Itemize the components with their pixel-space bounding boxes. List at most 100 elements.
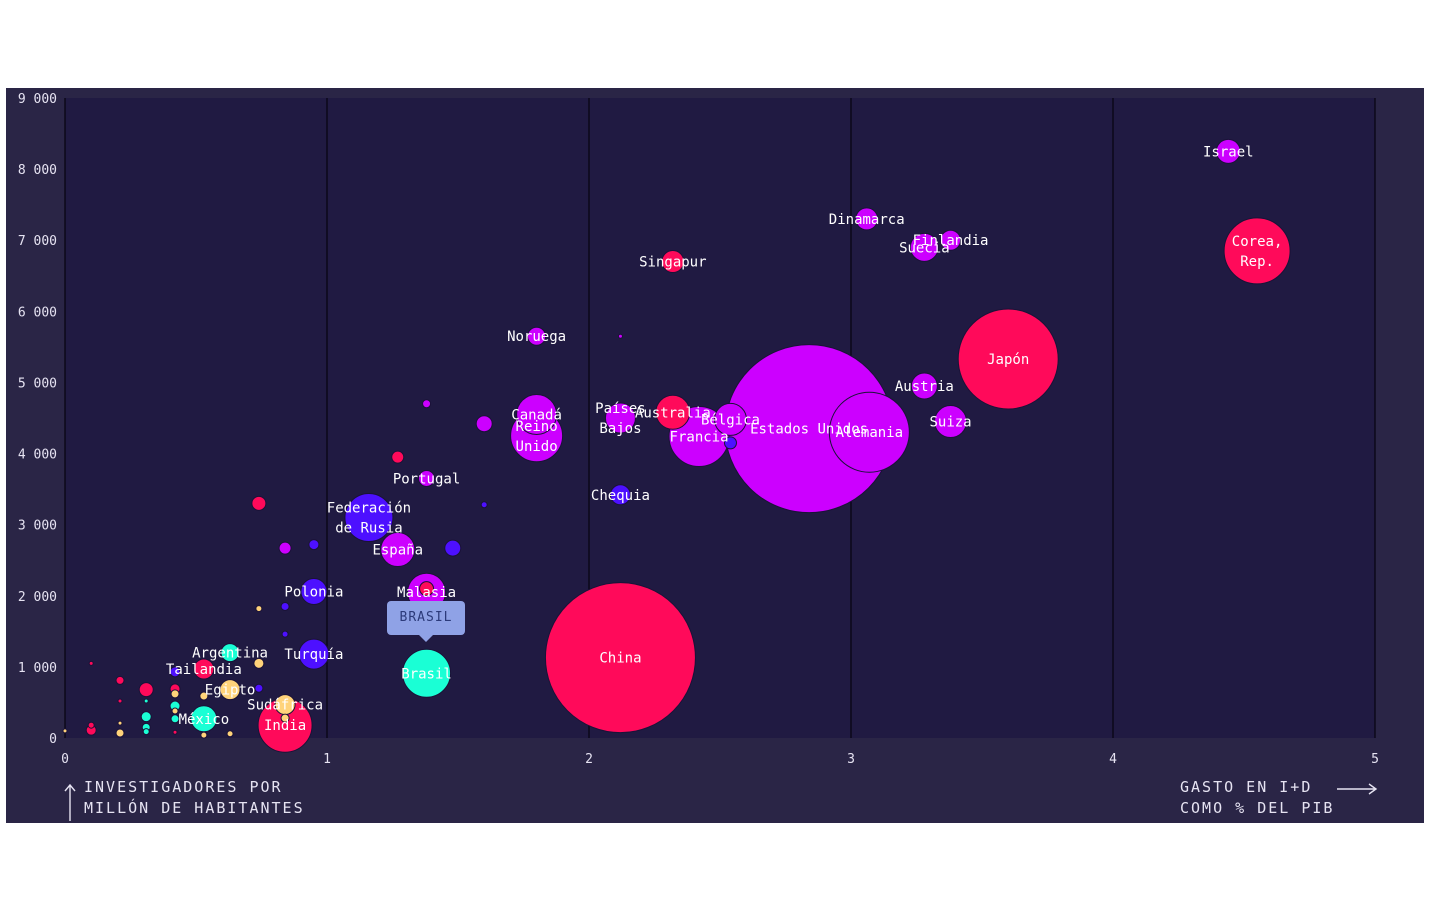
bubble-label: Malasia (397, 585, 456, 601)
bubble[interactable] (142, 728, 150, 736)
chart-panel: 0 1 2 3 4 5 0 1 000 2 000 3 000 4 000 5 000 6 000 7 0… (6, 88, 1424, 823)
bubble-label: Egipto (205, 683, 256, 699)
bubble-corea-rep-[interactable] (1223, 217, 1291, 285)
bubble-label: España (372, 543, 423, 559)
arrow-right-icon (1337, 783, 1378, 795)
bubble-label: Japón (987, 352, 1029, 368)
bubble[interactable] (253, 657, 265, 669)
bubble[interactable] (87, 721, 95, 729)
bubble-suiza[interactable] (934, 405, 968, 439)
bubble-australia[interactable] (655, 394, 691, 430)
bubble[interactable] (278, 541, 292, 555)
bubble-federación-de-rusia[interactable] (344, 493, 394, 543)
y-tick-label: 7 000 (18, 234, 57, 249)
bubble-label: Australia (635, 405, 711, 421)
bubble-brasil[interactable] (402, 648, 452, 698)
bubble-países-bajos[interactable] (604, 402, 636, 434)
bubble-label: Singapur (639, 255, 706, 271)
x-tick-label: 1 (323, 752, 331, 767)
bubble[interactable] (170, 714, 180, 724)
bubble-label: Corea, Rep. (1232, 234, 1283, 270)
bubble[interactable] (422, 399, 432, 409)
x-tick-label: 2 (585, 752, 593, 767)
bubble-alemania[interactable] (828, 391, 910, 473)
bubble[interactable] (171, 707, 179, 715)
bubble[interactable] (281, 630, 289, 638)
bubble-labels: Israel Corea, Rep. Dinamarca FinlandiaSuecia… (166, 144, 1282, 734)
brasil-tooltip: BRASIL (387, 601, 465, 642)
bubble-polonia[interactable] (300, 578, 328, 606)
bubble-label: Francia (670, 429, 729, 445)
bubble[interactable] (117, 720, 123, 726)
bubble[interactable] (254, 683, 264, 693)
bubble[interactable] (62, 728, 68, 734)
bubble[interactable] (280, 601, 290, 611)
x-axis-title: GASTO EN I+D COMO % DEL PIB (1180, 777, 1334, 819)
bubble-dinamarca[interactable] (855, 207, 879, 231)
bubble[interactable] (143, 698, 149, 704)
bubble-portugal[interactable] (418, 469, 436, 487)
bubble-label: Reino Unido (516, 419, 558, 455)
bubble-label: Canadá (511, 407, 562, 423)
bubble-japón[interactable] (957, 308, 1059, 410)
x-tick-label: 5 (1371, 752, 1379, 767)
bubble[interactable] (138, 682, 154, 698)
bubble[interactable] (88, 660, 94, 666)
bubble[interactable] (117, 698, 123, 704)
bubble[interactable] (475, 415, 493, 433)
bubble[interactable] (115, 728, 125, 738)
bubble[interactable] (480, 501, 488, 509)
bubble[interactable] (169, 666, 181, 678)
bubble[interactable] (255, 605, 263, 613)
bubble-argentina[interactable] (220, 643, 240, 663)
bubble[interactable] (199, 691, 209, 701)
y-axis-title: INVESTIGADORES POR MILLÓN DE HABITANTES (84, 777, 305, 819)
y-tick-label: 2 000 (18, 590, 57, 605)
bubble-label: Dinamarca (829, 212, 905, 228)
bubble-egipto[interactable] (219, 679, 241, 701)
bubble-label: Sudáfrica (247, 698, 323, 714)
bubble[interactable] (115, 675, 125, 685)
y-axis-title-line-2: MILLÓN DE HABITANTES (84, 799, 305, 817)
bubble-chart: 0 1 2 3 4 5 0 1 000 2 000 3 000 4 000 5 000 6 000 7 0… (18, 92, 1379, 767)
bubble-singapur[interactable] (661, 250, 685, 274)
bubble-españa[interactable] (380, 532, 416, 568)
bubble[interactable] (723, 436, 737, 450)
y-tick-label: 9 000 (18, 92, 57, 107)
bubble[interactable] (308, 539, 320, 551)
bubble-label: Finlandia (913, 233, 989, 249)
bubble[interactable] (226, 730, 234, 738)
bubble[interactable] (140, 711, 152, 723)
x-tick-label: 4 (1109, 752, 1117, 767)
bubble[interactable] (251, 495, 267, 511)
bubble[interactable] (419, 581, 435, 597)
bubble-turquía[interactable] (298, 638, 330, 670)
bubble[interactable] (617, 333, 623, 339)
bubble-chequia[interactable] (609, 484, 631, 506)
bubble-austria[interactable] (910, 372, 938, 400)
bubble[interactable] (280, 713, 290, 723)
bubble-label: Estados Unidos (750, 422, 868, 438)
bubble-israel[interactable] (1215, 138, 1241, 164)
y-tick-label: 6 000 (18, 305, 57, 320)
bubble[interactable] (170, 689, 180, 699)
bubble[interactable] (172, 729, 178, 735)
bubble-suecia[interactable] (909, 232, 939, 262)
y-tick-label: 4 000 (18, 448, 57, 463)
bubble-label: Chequia (591, 488, 650, 504)
x-axis-title-line-1: GASTO EN I+D (1180, 778, 1313, 796)
bubble-finlandia[interactable] (940, 229, 962, 251)
bubble-label: Tailandia (166, 662, 242, 678)
bubble-canadá[interactable] (516, 393, 558, 435)
bubble[interactable] (391, 450, 405, 464)
axis-ticks: 0 1 2 3 4 5 0 1 000 2 000 3 000 4 000 5 000 6 000 7 0… (18, 92, 1379, 767)
bubble[interactable] (444, 539, 462, 557)
y-tick-label: 8 000 (18, 163, 57, 178)
x-tick-label: 3 (847, 752, 855, 767)
bubble-bélgica[interactable] (713, 402, 747, 436)
bubble-china[interactable] (544, 582, 696, 734)
bubble-noruega[interactable] (527, 326, 547, 346)
bubble[interactable] (200, 731, 208, 739)
bubble-tailandia[interactable] (193, 658, 215, 680)
bubble-label: Suecia (899, 240, 950, 256)
